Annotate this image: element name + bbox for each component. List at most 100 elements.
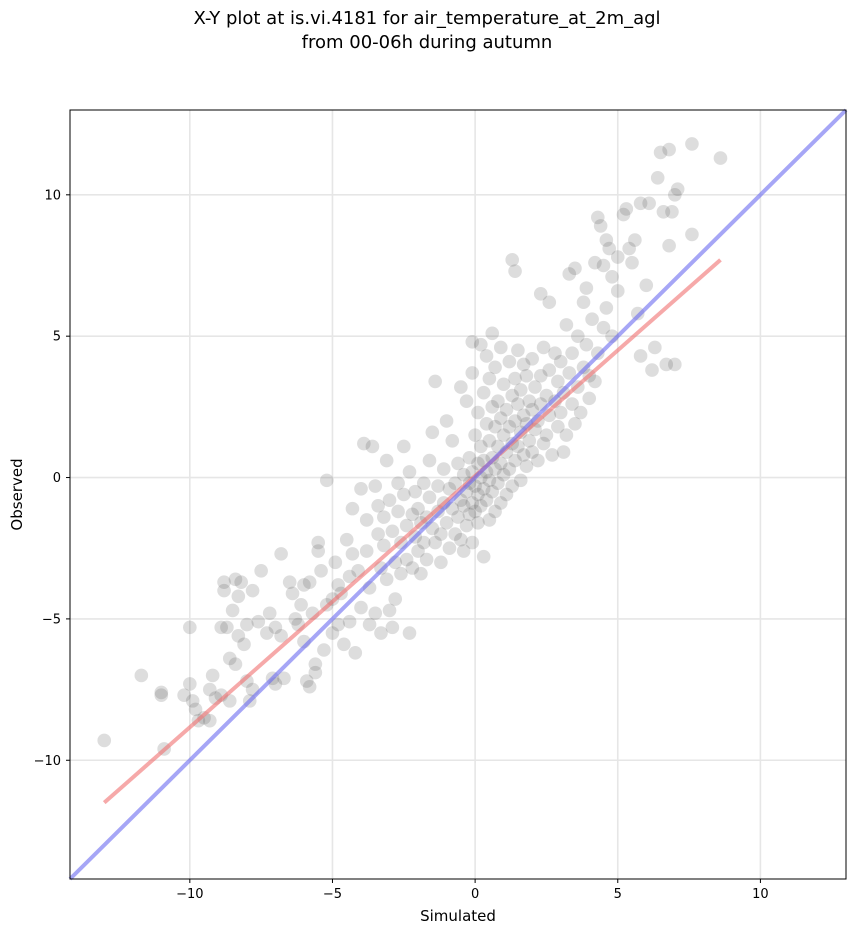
scatter-point (593, 219, 608, 233)
scatter-point (374, 626, 388, 640)
scatter-point (579, 281, 594, 295)
scatter-point (451, 510, 465, 524)
scatter-point (522, 433, 537, 448)
scatter-point (342, 569, 357, 584)
scatter-point (359, 544, 374, 558)
scatter-point (299, 674, 314, 688)
scatter-point (396, 439, 411, 454)
scatter-point (508, 264, 522, 278)
scatter-points (97, 137, 728, 756)
scatter-point (448, 476, 462, 490)
scatter-point (525, 351, 539, 366)
scatter-point (297, 578, 311, 592)
scatter-point (493, 456, 508, 471)
scatter-point (214, 620, 229, 635)
scatter-point (439, 414, 454, 428)
scatter-point (499, 402, 514, 417)
scatter-point (485, 400, 500, 414)
scatter-point (319, 473, 334, 488)
scatter-point (488, 504, 502, 519)
scatter-point (317, 643, 331, 657)
scatter-point (648, 340, 662, 355)
scatter-point (459, 394, 474, 409)
scatter-point (385, 620, 400, 635)
scatter-point (562, 267, 577, 281)
scatter-point (610, 250, 625, 264)
scatter-point (513, 473, 528, 488)
scatter-point (237, 637, 251, 652)
scatter-point (288, 612, 303, 626)
fit-line (102, 258, 722, 805)
scatter-point (579, 337, 594, 352)
scatter-point (377, 538, 391, 553)
scatter-point (482, 433, 497, 448)
scatter-point (262, 606, 277, 621)
scatter-point (559, 428, 574, 442)
scatter-point (399, 552, 414, 567)
scatter-point (362, 617, 377, 632)
scatter-point (408, 484, 423, 499)
y-tick-label: −5 (42, 612, 61, 627)
scatter-point (493, 411, 508, 425)
scatter-point (345, 501, 360, 516)
scatter-point (499, 487, 514, 502)
scatter-point (445, 433, 460, 448)
scatter-point (568, 417, 582, 431)
scatter-point (479, 417, 494, 431)
scatter-point (670, 182, 685, 196)
scatter-point (573, 405, 588, 420)
x-tick-label: −5 (323, 887, 342, 902)
scatter-point (434, 527, 448, 541)
scatter-point (377, 510, 391, 524)
scatter-point (588, 255, 602, 270)
scatter-point (536, 436, 551, 451)
scatter-point (476, 549, 491, 564)
scatter-point (302, 575, 317, 589)
x-tick-label: 5 (614, 887, 622, 902)
scatter-point (505, 253, 520, 267)
scatter-point (325, 626, 340, 640)
scatter-point (225, 603, 240, 618)
grid (70, 110, 846, 879)
scatter-point (519, 459, 534, 474)
scatter-point (551, 419, 565, 434)
scatter-point (371, 527, 385, 541)
scatter-point (379, 572, 394, 587)
scatter-point (454, 380, 468, 394)
scatter-point (545, 448, 559, 462)
scatter-point (331, 578, 345, 592)
scatter-point (354, 482, 368, 496)
scatter-point (462, 450, 477, 465)
scatter-point (228, 657, 243, 671)
scatter-point (411, 544, 425, 558)
scatter-point (505, 388, 520, 403)
scatter-point (482, 473, 497, 488)
scatter-point (205, 668, 220, 683)
scatter-point (668, 357, 682, 372)
scatter-point (154, 685, 169, 700)
scatter-point (565, 397, 579, 411)
scatter-point (308, 665, 323, 680)
scatter-point (508, 453, 522, 468)
scatter-point (183, 677, 197, 691)
scatter-point (222, 651, 237, 666)
scatter-point (177, 688, 191, 703)
scatter-point (474, 337, 488, 352)
scatter-point (331, 617, 345, 632)
scatter-point (414, 566, 428, 581)
scatter-point (411, 501, 425, 516)
scatter-point (399, 518, 414, 533)
scatter-point (502, 462, 517, 476)
scatter-point (454, 532, 468, 547)
scatter-point (488, 419, 502, 434)
scatter-point (513, 383, 528, 397)
scatter-point (339, 532, 354, 547)
y-tick-label: 10 (44, 188, 61, 203)
scatter-point (416, 476, 431, 490)
scatter-point (311, 535, 326, 550)
scatter-point (479, 493, 494, 507)
scatter-point (328, 555, 343, 570)
scatter-point (405, 561, 420, 575)
scatter-point (468, 504, 482, 519)
scatter-point (511, 343, 525, 358)
